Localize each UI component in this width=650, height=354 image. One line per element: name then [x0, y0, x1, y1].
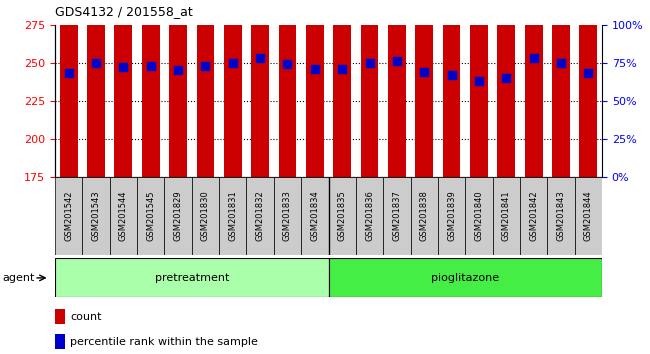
Text: GSM201543: GSM201543 — [92, 190, 101, 241]
Text: pioglitazone: pioglitazone — [431, 273, 499, 283]
Bar — [60, 0, 77, 177]
Bar — [443, 0, 460, 177]
Bar — [552, 0, 570, 177]
Point — [255, 56, 265, 61]
Point — [583, 71, 593, 76]
Bar — [415, 0, 433, 177]
Text: GSM201832: GSM201832 — [255, 190, 265, 241]
Point — [309, 66, 320, 72]
Point — [282, 62, 293, 67]
Bar — [384, 177, 411, 255]
Bar — [388, 0, 406, 177]
Bar — [306, 0, 324, 177]
Bar — [55, 258, 328, 297]
Text: GSM201834: GSM201834 — [310, 190, 319, 241]
Point — [556, 60, 566, 66]
Bar — [411, 177, 438, 255]
Bar — [55, 309, 65, 324]
Bar — [83, 177, 110, 255]
Text: GSM201836: GSM201836 — [365, 190, 374, 241]
Bar — [55, 334, 65, 349]
Point — [200, 63, 211, 69]
Point — [392, 58, 402, 64]
Bar — [224, 0, 242, 177]
Text: GSM201830: GSM201830 — [201, 190, 210, 241]
Point — [64, 71, 74, 76]
Bar — [219, 177, 246, 255]
Bar — [87, 0, 105, 177]
Text: GSM201843: GSM201843 — [556, 190, 566, 241]
Text: agent: agent — [3, 273, 35, 283]
Bar — [192, 177, 219, 255]
Point — [173, 68, 183, 73]
Text: GSM201545: GSM201545 — [146, 191, 155, 241]
Text: GSM201839: GSM201839 — [447, 190, 456, 241]
Bar — [547, 177, 575, 255]
Bar — [137, 177, 164, 255]
Text: GSM201842: GSM201842 — [529, 190, 538, 241]
Bar — [55, 177, 83, 255]
Point — [364, 60, 374, 66]
Bar — [279, 0, 296, 177]
Bar — [110, 177, 137, 255]
Text: GSM201838: GSM201838 — [420, 190, 429, 241]
Bar — [196, 0, 214, 177]
Point — [528, 56, 539, 61]
Bar — [525, 0, 543, 177]
Text: GSM201829: GSM201829 — [174, 190, 183, 241]
Bar — [493, 177, 520, 255]
Bar — [142, 0, 160, 177]
Bar — [520, 177, 547, 255]
Bar — [328, 258, 602, 297]
Bar — [252, 0, 269, 177]
Bar — [497, 0, 515, 177]
Bar — [246, 177, 274, 255]
Text: GSM201544: GSM201544 — [119, 191, 128, 241]
Text: GSM201840: GSM201840 — [474, 190, 484, 241]
Text: GDS4132 / 201558_at: GDS4132 / 201558_at — [55, 5, 193, 18]
Text: GSM201833: GSM201833 — [283, 190, 292, 241]
Point — [501, 75, 512, 81]
Bar — [114, 0, 132, 177]
Point — [419, 69, 430, 75]
Bar — [333, 0, 351, 177]
Text: pretreatment: pretreatment — [155, 273, 229, 283]
Text: GSM201837: GSM201837 — [393, 190, 402, 241]
Point — [227, 60, 238, 66]
Bar — [274, 177, 301, 255]
Bar — [169, 0, 187, 177]
Text: GSM201542: GSM201542 — [64, 191, 73, 241]
Text: count: count — [70, 312, 102, 322]
Point — [447, 72, 457, 78]
Bar — [301, 177, 328, 255]
Bar — [356, 177, 383, 255]
Text: GSM201831: GSM201831 — [228, 190, 237, 241]
Point — [474, 78, 484, 84]
Bar — [465, 177, 493, 255]
Text: GSM201835: GSM201835 — [338, 190, 346, 241]
Bar — [164, 177, 192, 255]
Bar — [328, 177, 356, 255]
Bar — [470, 0, 488, 177]
Bar — [438, 177, 465, 255]
Point — [118, 64, 129, 70]
Text: GSM201844: GSM201844 — [584, 190, 593, 241]
Text: GSM201841: GSM201841 — [502, 190, 511, 241]
Bar — [575, 177, 602, 255]
Bar — [361, 0, 378, 177]
Text: percentile rank within the sample: percentile rank within the sample — [70, 337, 258, 347]
Point — [146, 63, 156, 69]
Point — [91, 60, 101, 66]
Bar — [579, 0, 597, 177]
Point — [337, 66, 347, 72]
